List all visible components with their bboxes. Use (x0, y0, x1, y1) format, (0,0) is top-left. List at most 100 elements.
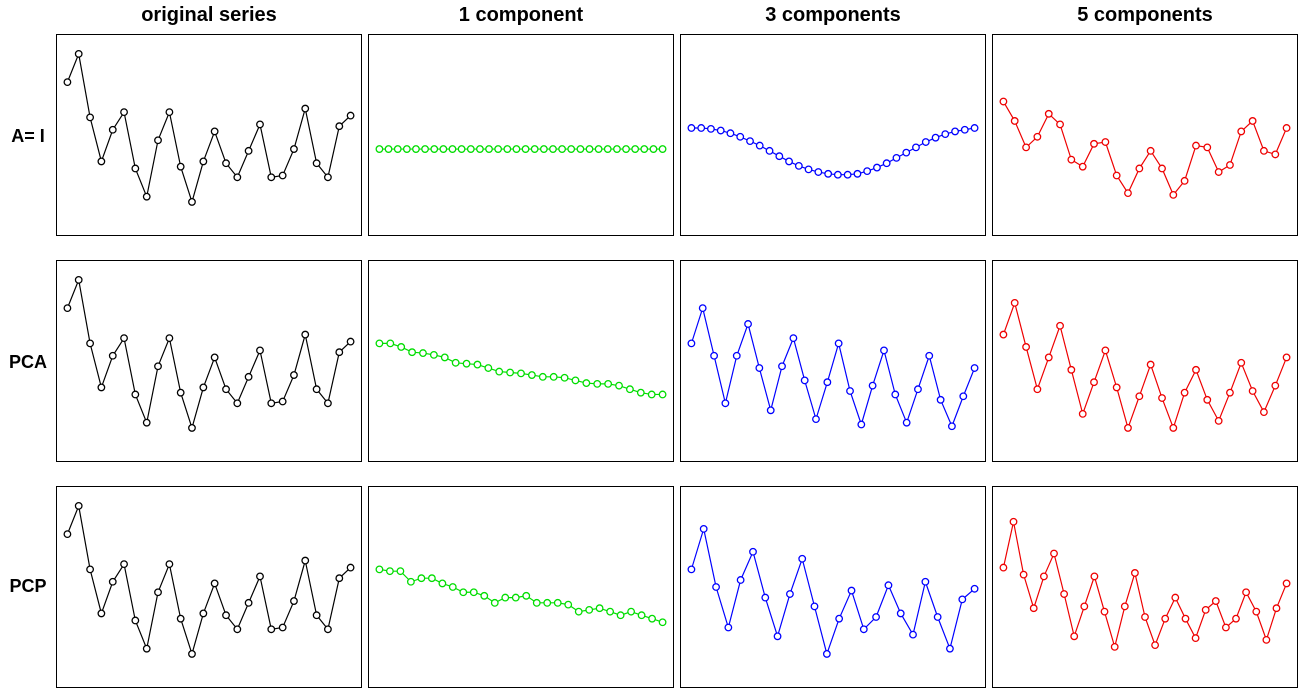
data-point (244, 146, 253, 155)
data-point (606, 607, 615, 616)
data-point (933, 613, 942, 621)
data-point (1010, 298, 1019, 307)
data-point (1130, 569, 1139, 577)
data-point (199, 157, 208, 166)
data-point (1124, 424, 1132, 432)
data-point (616, 611, 625, 620)
data-point (244, 372, 253, 381)
data-point (822, 650, 831, 658)
data-point (1050, 549, 1058, 558)
data-point (199, 383, 208, 392)
data-point (131, 616, 140, 625)
data-point (108, 351, 117, 360)
data-point (199, 609, 208, 618)
data-point (999, 330, 1008, 339)
data-point (142, 418, 151, 427)
data-point (560, 373, 569, 382)
data-point (233, 173, 242, 182)
data-point (1192, 141, 1200, 150)
data-point (909, 630, 917, 639)
data-point (1158, 394, 1166, 402)
data-point (766, 406, 775, 415)
data-point (884, 581, 893, 590)
data-point (549, 372, 558, 381)
data-point (564, 600, 573, 609)
data-point (1271, 381, 1280, 390)
data-point (1146, 146, 1155, 155)
data-point (658, 145, 667, 153)
data-point (527, 371, 536, 379)
data-point (1171, 593, 1180, 602)
data-point (86, 339, 95, 348)
data-point (290, 371, 298, 379)
data-point (459, 588, 468, 597)
data-point (1180, 388, 1189, 397)
data-point (1010, 117, 1019, 125)
data-point (188, 424, 196, 432)
data-point (857, 420, 866, 429)
data-point (814, 168, 823, 176)
data-point (1120, 602, 1129, 611)
panel-plot (999, 298, 1291, 432)
data-point (503, 145, 512, 153)
data-point (1135, 164, 1144, 173)
data-point (687, 339, 696, 348)
data-point (210, 127, 219, 136)
data-point (1101, 138, 1110, 146)
data-point (574, 607, 583, 616)
data-point (882, 159, 891, 168)
data-point (716, 126, 725, 135)
data-point (804, 165, 813, 174)
data-point (324, 399, 332, 408)
data-point (131, 164, 140, 173)
data-point (627, 607, 636, 616)
data-point (863, 167, 872, 176)
data-point (1248, 117, 1257, 125)
data-point (267, 625, 276, 634)
data-point (521, 145, 530, 153)
data-point (406, 577, 415, 586)
data-point (402, 145, 411, 153)
data-point (1201, 605, 1210, 614)
data-point (267, 173, 276, 182)
data-point (393, 145, 402, 153)
data-point (736, 576, 745, 584)
data-point (469, 588, 478, 597)
panel-plot (375, 339, 667, 399)
data-point (595, 604, 604, 613)
data-point (108, 577, 117, 586)
data-point (710, 351, 719, 360)
data-point (773, 632, 782, 641)
data-point (749, 547, 757, 556)
data-point (1226, 388, 1234, 397)
data-point (97, 157, 106, 166)
data-point (931, 133, 940, 142)
data-point (346, 563, 355, 572)
data-point (301, 104, 310, 113)
data-point (1237, 127, 1246, 136)
data-point (210, 353, 219, 362)
panel-a-i-1-component (368, 34, 674, 236)
data-point (475, 145, 484, 153)
data-point (959, 392, 968, 401)
data-point (786, 590, 794, 598)
data-point (970, 124, 979, 132)
data-point (1040, 572, 1048, 581)
panel-pcp-5-components (992, 486, 1298, 688)
data-point (1060, 590, 1069, 598)
data-point (462, 359, 471, 368)
data-point (375, 565, 384, 574)
data-point (1044, 109, 1053, 118)
data-point (785, 157, 793, 166)
data-point (640, 145, 649, 153)
data-point (726, 129, 735, 138)
panel-pca-original-series (56, 260, 362, 462)
data-point (165, 560, 174, 569)
data-point (1214, 416, 1223, 425)
data-point (1112, 171, 1121, 180)
panel-plot (687, 524, 979, 658)
data-point (622, 145, 630, 153)
data-point (522, 591, 531, 600)
data-point (267, 399, 276, 408)
data-point (451, 358, 460, 367)
